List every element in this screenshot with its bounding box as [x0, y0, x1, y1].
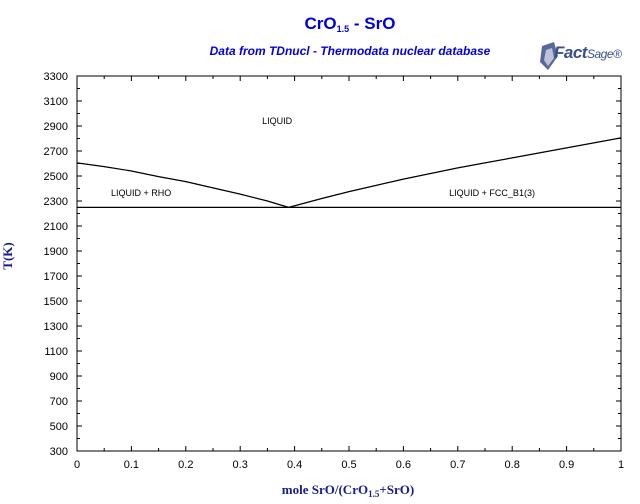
x-axis-label-pre: mole SrO/(CrO — [281, 482, 369, 497]
x-axis-label: mole SrO/(CrO1.5+SrO) — [281, 482, 415, 499]
x-tick-label: 0.6 — [396, 459, 411, 471]
x-tick-label: 1 — [618, 459, 624, 471]
y-tick-label: 2500 — [44, 171, 68, 183]
y-tick-label: 1300 — [44, 321, 68, 333]
y-axis-label: T(K) — [0, 242, 15, 270]
x-tick-label: 0.8 — [505, 459, 520, 471]
y-tick-label: 3100 — [44, 96, 68, 108]
y-tick-label: 3300 — [44, 71, 68, 83]
y-tick-label: 1100 — [44, 346, 68, 358]
y-tick-label: 1700 — [44, 271, 68, 283]
logo-fact: Fact — [554, 43, 587, 62]
x-tick-label: 0.5 — [341, 459, 356, 471]
phase-boundary-line — [76, 162, 289, 208]
phase-region-label: LIQUID + FCC_B1(3) — [449, 188, 535, 198]
x-tick-label: 0.1 — [124, 459, 139, 471]
phase-boundary-line — [288, 137, 622, 208]
logo-sage: Sage — [586, 47, 614, 61]
title-subscript: 1.5 — [336, 24, 350, 34]
x-tick-label: 0.7 — [450, 459, 465, 471]
y-tick-label: 1500 — [44, 296, 68, 308]
phase-region-label: LIQUID — [262, 116, 293, 126]
x-tick-label: 0 — [74, 459, 80, 471]
x-axis-label-post: +SrO) — [379, 482, 415, 497]
y-tick-label: 700 — [50, 396, 68, 408]
y-tick-label: 2900 — [44, 121, 68, 133]
y-tick-label: 2300 — [44, 196, 68, 208]
y-tick-label: 900 — [50, 371, 68, 383]
factsage-logo-text: FactSage® — [554, 43, 622, 63]
title-main: CrO — [304, 14, 337, 33]
x-tick-label: 0.4 — [287, 459, 302, 471]
y-tick-label: 500 — [50, 421, 68, 433]
chart-title: CrO1.5 - SrO — [0, 14, 640, 34]
factsage-logo: FactSage® — [538, 40, 630, 74]
title-rest: - SrO — [349, 14, 396, 33]
y-tick-label: 300 — [50, 446, 68, 458]
x-tick-label: 0.2 — [178, 459, 193, 471]
y-tick-label: 2100 — [44, 221, 68, 233]
y-tick-label: 1900 — [44, 246, 68, 258]
logo-tm: ® — [613, 47, 622, 61]
factsage-logo-icon — [540, 42, 558, 70]
x-axis-label-subscript: 1.5 — [368, 489, 380, 499]
chart-subtitle: Data from TDnucl - Thermodata nuclear da… — [209, 44, 491, 58]
phase-region-label: LIQUID + RHO — [111, 188, 171, 198]
y-tick-label: 2700 — [44, 146, 68, 158]
plot-frame — [76, 75, 622, 452]
x-tick-label: 0.3 — [233, 459, 248, 471]
x-tick-label: 0.9 — [559, 459, 574, 471]
